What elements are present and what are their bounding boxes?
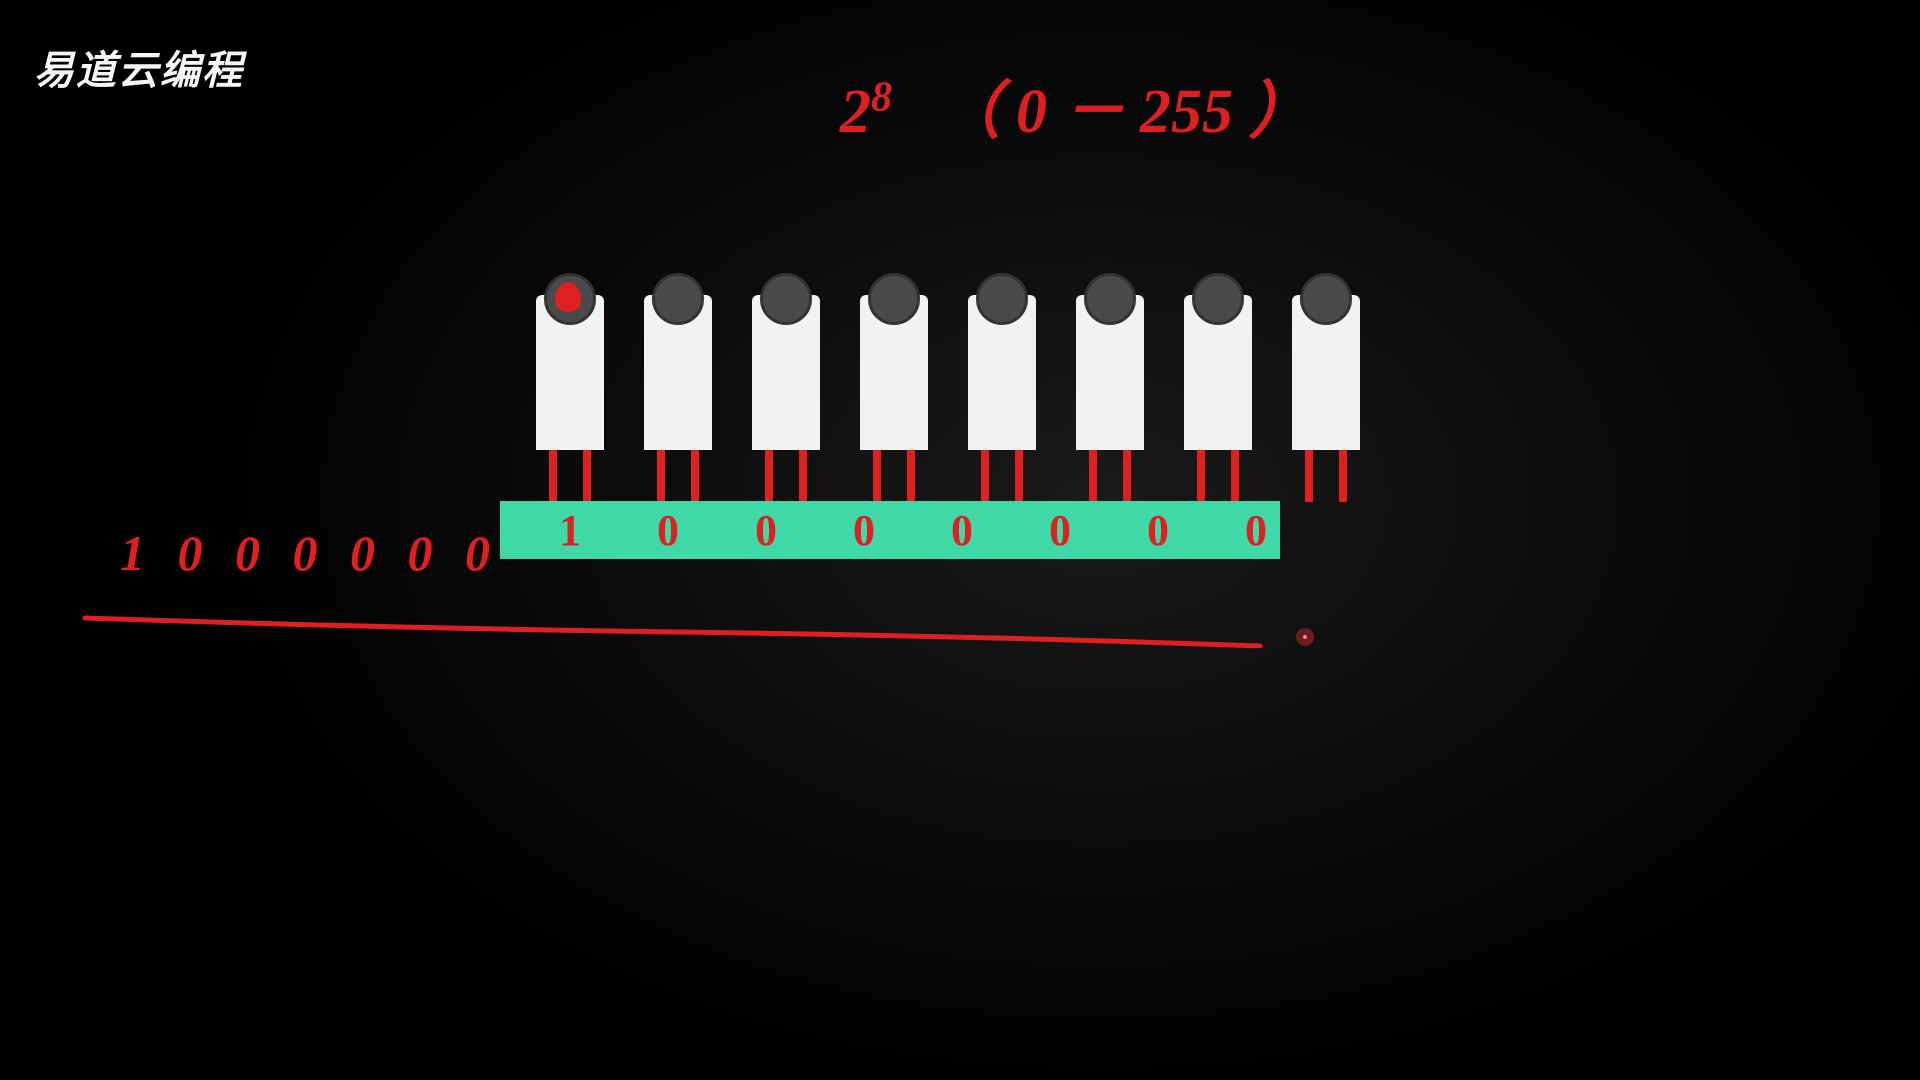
paren-open: （ [939,78,1001,146]
board-digit-2: 0 [746,505,786,556]
bulb-on-icon [544,273,596,325]
led-row [536,295,1360,450]
formula-annotation: 28 （ 0 － 255 ） [840,60,1311,150]
bulb-off-icon [868,273,920,325]
range-low: 0 [1016,78,1047,146]
board-digit-0: 1 [550,505,590,556]
led-0 [536,295,604,450]
led-legs [536,450,604,502]
led-6 [1184,295,1252,450]
led-legs [1292,450,1360,502]
laser-pointer-icon [1296,628,1314,646]
led-7 [1292,295,1360,450]
bulb-off-icon [1192,273,1244,325]
formula-base: 2 [840,78,871,146]
board-digit-6: 0 [1138,505,1178,556]
led-legs [968,450,1036,502]
side-binary-number: 1 0 0 0 0 0 0 [120,524,500,582]
bulb-off-icon [976,273,1028,325]
led-legs [644,450,712,502]
led-1 [644,295,712,450]
board-digit-4: 0 [942,505,982,556]
binary-board: 1 0 0 0 0 0 0 0 [500,501,1280,559]
bulb-off-icon [1300,273,1352,325]
range-dash: － [1063,78,1125,146]
led-5 [1076,295,1144,450]
led-legs [752,450,820,502]
board-digit-3: 0 [844,505,884,556]
board-digit-1: 0 [648,505,688,556]
bulb-off-icon [652,273,704,325]
led-legs [1184,450,1252,502]
formula-exponent: 8 [871,74,892,120]
board-digit-7: 0 [1236,505,1276,556]
underline-stroke [80,608,1280,648]
led-2 [752,295,820,450]
board-digit-5: 0 [1040,505,1080,556]
logo-text: 易道云编程 [34,38,244,96]
led-4 [968,295,1036,450]
range-high: 255 [1140,78,1233,146]
led-legs [1076,450,1144,502]
led-legs [860,450,928,502]
bulb-off-icon [760,273,812,325]
paren-close: ） [1249,78,1311,146]
bulb-off-icon [1084,273,1136,325]
led-3 [860,295,928,450]
